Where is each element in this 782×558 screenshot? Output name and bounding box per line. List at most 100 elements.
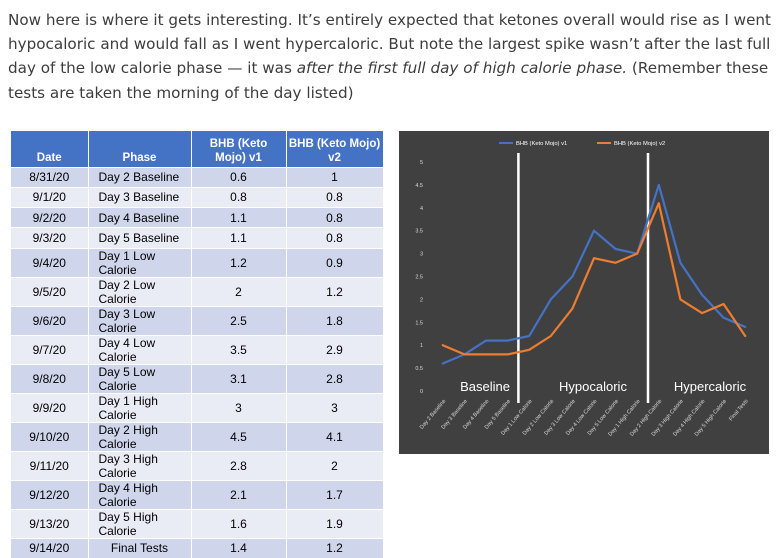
data-point — [614, 261, 617, 264]
data-point — [744, 325, 747, 328]
data-point — [593, 229, 595, 232]
data-point — [528, 348, 531, 351]
table-row: 9/9/20 Day 1 High Calorie 3 3 — [11, 392, 384, 423]
bhb-v1-cell: 2 — [191, 276, 287, 307]
table-row: 9/1/20 Day 3 Baseline 0.8 0.8 — [11, 186, 384, 208]
date-cell: 9/2/20 — [11, 207, 89, 228]
bhb-v2-cell: 1.9 — [286, 508, 384, 539]
date-cell: 9/1/20 — [11, 186, 89, 208]
phase-cell: Day 5 High Calorie — [88, 508, 192, 539]
phase-label: Hypocaloric — [559, 379, 627, 394]
bhb-v1-cell: 2.8 — [191, 450, 287, 481]
bhb-v1-cell: 1.1 — [191, 207, 287, 228]
table-row: 9/13/20 Day 5 High Calorie 1.6 1.9 — [11, 508, 384, 539]
data-point — [679, 298, 682, 301]
date-cell: 9/10/20 — [11, 421, 89, 452]
paragraph-text-1: Now here is where it gets interesting. I… — [8, 11, 772, 78]
y-tick-label: 3 — [420, 252, 423, 258]
y-tick-label: 0 — [420, 389, 423, 395]
bhb-v2-cell: 2.9 — [286, 334, 384, 365]
table-row: 9/14/20 Final Tests 1.4 1.2 — [11, 537, 384, 558]
phase-label: Baseline — [460, 379, 510, 394]
phase-cell: Day 1 Low Calorie — [88, 247, 192, 278]
bhb-v1-cell: 2.1 — [191, 479, 287, 510]
bhb-v1-cell: 3 — [191, 392, 287, 423]
phase-cell: Day 4 Low Calorie — [88, 334, 192, 365]
date-cell: 9/11/20 — [11, 450, 89, 481]
col-header-bhb-v2: BHB (Keto Mojo) v2 — [286, 131, 384, 167]
y-tick-label: 4 — [420, 206, 423, 212]
bhb-v1-cell: 3.1 — [191, 363, 287, 394]
data-point — [636, 252, 639, 255]
date-cell: 9/7/20 — [11, 334, 89, 365]
phase-cell: Day 5 Low Calorie — [88, 363, 192, 394]
y-tick-label: 1.5 — [415, 320, 423, 326]
data-point — [528, 335, 531, 337]
bhb-v1-cell: 2.5 — [191, 305, 287, 336]
phase-cell: Day 2 Baseline — [88, 166, 192, 188]
y-tick-label: 2.5 — [415, 275, 423, 281]
legend-label: BHB (Keto Mojo) v2 — [614, 141, 665, 147]
table-body: 8/31/20 Day 2 Baseline 0.6 1 9/1/20 Day 3 Bas… — [11, 166, 384, 558]
y-tick-label: 1 — [420, 343, 423, 349]
intro-paragraph: Now here is where it gets interesting. I… — [8, 8, 778, 105]
table-row: 9/11/20 Day 3 High Calorie 2.8 2 — [11, 450, 384, 481]
bhb-v2-cell: 4.1 — [286, 421, 384, 452]
data-point — [549, 298, 552, 301]
series-line-2 — [441, 202, 747, 356]
bhb-v1-cell: 0.6 — [191, 166, 287, 188]
date-cell: 9/5/20 — [11, 276, 89, 307]
data-point — [722, 303, 725, 305]
data-point — [506, 353, 509, 356]
data-point — [722, 316, 725, 319]
table-header-row: Date Phase BHB (Keto Mojo) v1 BHB (Keto … — [11, 131, 384, 167]
y-tick-label: 4.5 — [415, 183, 423, 189]
data-point — [657, 202, 660, 205]
table-row: 8/31/20 Day 2 Baseline 0.6 1 — [11, 166, 384, 188]
data-point — [701, 293, 703, 296]
date-cell: 9/8/20 — [11, 363, 89, 394]
bhb-v2-cell: 1.7 — [286, 479, 384, 510]
col-header-phase: Phase — [88, 131, 192, 167]
table-row: 9/5/20 Day 2 Low Calorie 2 1.2 — [11, 276, 384, 307]
phase-cell: Day 5 Baseline — [88, 227, 192, 249]
legend-label: BHB (Keto Mojo) v1 — [516, 141, 567, 147]
date-cell: 9/13/20 — [11, 508, 89, 539]
date-cell: 8/31/20 — [11, 166, 89, 188]
data-point — [593, 257, 595, 260]
bhb-v1-cell: 1.4 — [191, 537, 287, 558]
phase-cell: Day 4 High Calorie — [88, 479, 192, 510]
data-point — [485, 353, 487, 356]
paragraph-text-2: (Remember these tests are taken the morn… — [8, 59, 769, 102]
date-cell: 9/9/20 — [11, 392, 89, 423]
y-tick-label: 5 — [420, 160, 423, 166]
phase-cell: Final Tests — [88, 537, 192, 558]
data-point — [657, 184, 660, 186]
data-point — [614, 248, 617, 250]
data-point — [571, 307, 574, 310]
date-cell: 9/12/20 — [11, 479, 89, 510]
table-row: 9/12/20 Day 4 High Calorie 2.1 1.7 — [11, 479, 384, 510]
data-point — [549, 335, 552, 337]
bhb-chart: 0 0.5 1 1.5 2 2.5 3 3.5 4 4.5 5 BHB (Keto Mojo) v1 B… — [399, 131, 769, 454]
date-cell: 9/4/20 — [11, 247, 89, 278]
table-row: 9/7/20 Day 4 Low Calorie 3.5 2.9 — [11, 334, 384, 365]
bhb-v2-cell: 3 — [286, 392, 384, 423]
phase-label: Hypercaloric — [674, 379, 747, 394]
data-point — [463, 353, 466, 356]
bhb-v1-cell: 3.5 — [191, 334, 287, 365]
bhb-table: Date Phase BHB (Keto Mojo) v1 BHB (Keto … — [11, 131, 384, 558]
table-row: 9/2/20 Day 4 Baseline 1.1 0.8 — [11, 207, 384, 228]
paragraph-emphasis: after the first full day of high calorie… — [296, 59, 628, 78]
table-row: 9/4/20 Day 1 Low Calorie 1.2 0.9 — [11, 247, 384, 278]
bhb-v2-cell: 0.8 — [286, 186, 384, 208]
phase-cell: Day 3 High Calorie — [88, 450, 192, 481]
bhb-v2-cell: 0.8 — [286, 207, 384, 228]
bhb-v2-cell: 2.8 — [286, 363, 384, 394]
phase-cell: Day 4 Baseline — [88, 207, 192, 228]
date-cell: 9/3/20 — [11, 227, 89, 249]
data-point — [744, 335, 747, 337]
phase-cell: Day 1 High Calorie — [88, 392, 192, 423]
table-row: 9/10/20 Day 2 High Calorie 4.5 4.1 — [11, 421, 384, 452]
bhb-v2-cell: 1.2 — [286, 276, 384, 307]
